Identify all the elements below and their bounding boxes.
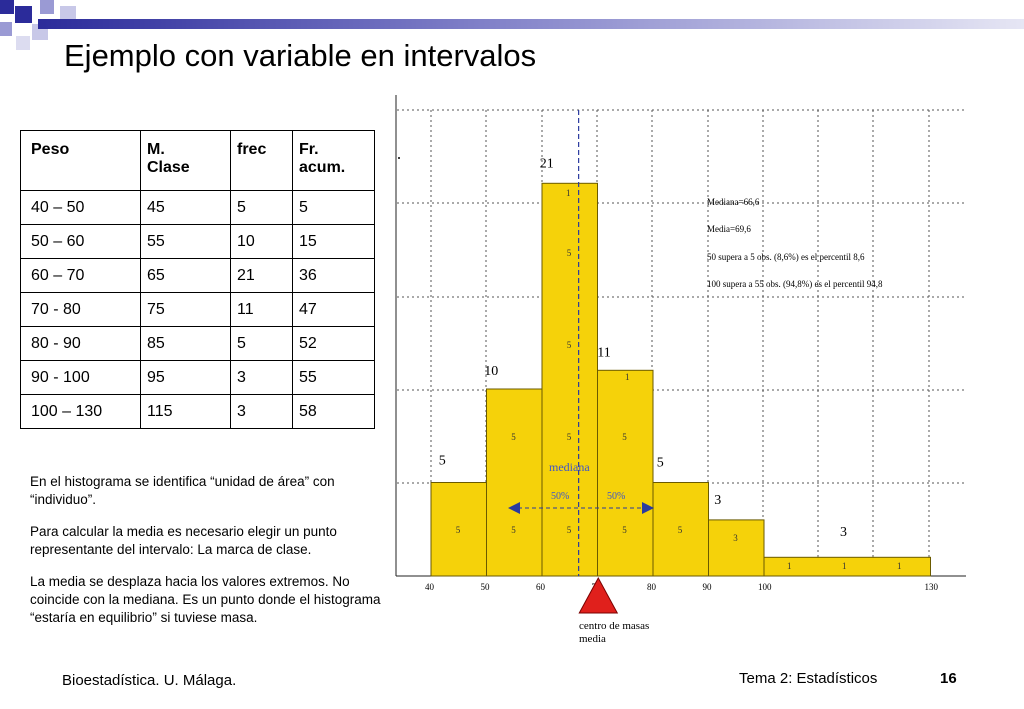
table-row: 70 - 80 75 11 47 — [20, 292, 375, 327]
bar-cell-count: 5 — [456, 525, 461, 535]
cell-acum: 15 — [292, 224, 375, 259]
bar-cell-count: 1 — [842, 561, 847, 571]
frequency-table: Peso M. Clase frec Fr. acum. 40 – 50 45 … — [20, 130, 375, 429]
bar-cell-count: 1 — [787, 561, 792, 571]
chart-annotation: Mediana=66,6 — [707, 197, 760, 207]
x-tick-label: 130 — [925, 582, 939, 592]
bar-frequency-label: 3 — [714, 493, 721, 508]
cell-frec: 3 — [230, 394, 293, 429]
note-paragraph: La media se desplaza hacia los valores e… — [30, 574, 381, 625]
median-left-percent: 50% — [551, 491, 569, 502]
bar-cell-count: 5 — [622, 525, 627, 535]
bar-cell-count: 5 — [678, 525, 683, 535]
cell-peso: 60 – 70 — [20, 258, 141, 293]
histogram-bar — [541, 182, 598, 577]
table-row: 60 – 70 65 21 36 — [20, 258, 375, 293]
median-arrow-left — [508, 502, 520, 514]
histogram-bar — [708, 519, 765, 577]
table-row: 50 – 60 55 10 15 — [20, 224, 375, 259]
table-header-row: Peso M. Clase frec Fr. acum. — [20, 130, 375, 191]
cell-peso: 40 – 50 — [20, 190, 141, 225]
bar-frequency-label: 3 — [840, 525, 847, 540]
bar-cell-count: 5 — [622, 432, 627, 442]
median-right-percent: 50% — [607, 491, 625, 502]
bar-cell-count: 1 — [566, 188, 571, 198]
decor-square — [0, 0, 14, 14]
bar-frequency-label: 11 — [597, 345, 610, 360]
note-paragraph: En el histograma se identifica “unidad d… — [30, 474, 335, 507]
bar-frequency-label: 21 — [540, 156, 554, 171]
histogram-bar — [763, 556, 931, 577]
bar-frequency-label: 10 — [484, 364, 498, 379]
header-marca-clase-text: M. Clase — [147, 141, 190, 176]
median-label: mediana — [549, 460, 590, 474]
cell-acum: 58 — [292, 394, 375, 429]
table-row: 40 – 50 45 5 5 — [20, 190, 375, 225]
cell-frec: 10 — [230, 224, 293, 259]
footer-topic: Tema 2: Estadísticos — [739, 670, 878, 687]
cell-marca: 65 — [140, 258, 231, 293]
bar-cell-count: 5 — [511, 525, 516, 535]
header-fr-acum-text: Fr. acum. — [299, 141, 346, 176]
chart-annotation: 50 supera a 5 obs. (8,6%) es el percenti… — [707, 252, 865, 262]
header-frec: frec — [230, 130, 293, 191]
histogram-bar — [597, 369, 654, 577]
note-paragraph: Para calcular la media es necesario eleg… — [30, 524, 337, 557]
x-tick-label: 60 — [536, 582, 546, 592]
bar-cell-count: 5 — [567, 340, 572, 350]
bar-cell-count: 5 — [567, 248, 572, 258]
decor-square — [15, 6, 32, 23]
bar-cell-count: 1 — [625, 372, 630, 382]
slide-title: Ejemplo con variable en intervalos — [64, 38, 537, 73]
cell-acum: 55 — [292, 360, 375, 395]
cell-acum: 47 — [292, 292, 375, 327]
cell-marca: 45 — [140, 190, 231, 225]
mean-label-line2: media — [579, 633, 606, 645]
bar-frequency-label: 5 — [439, 454, 446, 469]
bar-cell-count: 5 — [567, 432, 572, 442]
table-row: 100 – 130 115 3 58 — [20, 394, 375, 429]
bar-cell-count: 5 — [511, 432, 516, 442]
header-peso: Peso — [20, 130, 141, 191]
x-tick-label: 80 — [647, 582, 657, 592]
header-fr-acum: Fr. acum. — [292, 130, 375, 191]
histogram-bar — [652, 482, 709, 577]
cell-frec: 11 — [230, 292, 293, 327]
cell-peso: 100 – 130 — [20, 394, 141, 429]
decor-square — [0, 22, 12, 36]
page-number: 16 — [940, 670, 957, 687]
chart-annotation: Media=69,6 — [707, 224, 751, 234]
histogram-bar — [430, 482, 487, 577]
histogram-bar — [486, 388, 543, 577]
median-arrow-right — [642, 502, 654, 514]
decor-square — [40, 0, 54, 14]
cell-peso: 80 - 90 — [20, 326, 141, 361]
x-tick-label: 90 — [703, 582, 713, 592]
bar-frequency-label: 5 — [657, 456, 664, 471]
table-row: 90 - 100 95 3 55 — [20, 360, 375, 395]
footer-institution: Bioestadística. U. Málaga. — [62, 672, 237, 689]
x-tick-label: 50 — [481, 582, 491, 592]
bar-cell-count: 1 — [897, 561, 902, 571]
bar-cell-count: 3 — [733, 533, 738, 543]
title-bar-decoration — [38, 19, 1024, 29]
mean-label-line1: centro de masas — [579, 620, 649, 632]
chart-annotation: 100 supera a 55 obs. (94,8%) es el perce… — [707, 279, 883, 289]
decor-square — [16, 36, 30, 50]
x-tick-label: 40 — [425, 582, 435, 592]
cell-peso: 90 - 100 — [20, 360, 141, 395]
cell-frec: 5 — [230, 190, 293, 225]
bar-cell-count: 5 — [567, 525, 572, 535]
cell-peso: 50 – 60 — [20, 224, 141, 259]
cell-marca: 75 — [140, 292, 231, 327]
mean-marker — [578, 576, 619, 614]
axis-dot — [398, 157, 400, 159]
x-tick-label: 100 — [758, 582, 772, 592]
decor-square — [60, 6, 76, 22]
explanation-notes: En el histograma se identifica “unidad d… — [30, 473, 395, 641]
